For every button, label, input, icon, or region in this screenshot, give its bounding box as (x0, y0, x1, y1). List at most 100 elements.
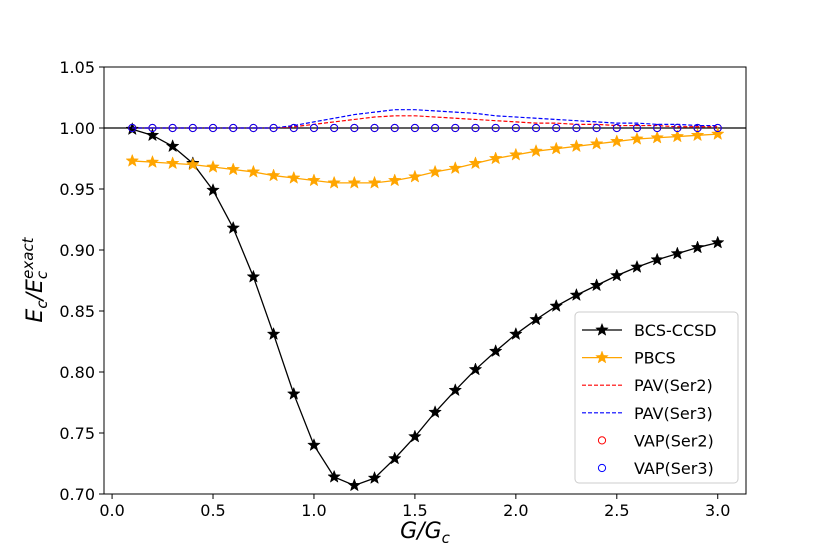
data-point-bcs-ccsd-13 (387, 451, 402, 465)
series-vap-ser3 (128, 123, 722, 133)
legend-item-pav-ser2: PAV(Ser2) (582, 376, 713, 395)
data-point-pbcs-25 (630, 131, 644, 145)
data-point-pbcs-29 (710, 126, 725, 140)
legend-item-vap-ser3: VAP(Ser3) (597, 459, 714, 478)
x-tick-label: 0.0 (99, 501, 124, 520)
data-point-pbcs-18 (488, 151, 503, 165)
data-point-pbcs-23 (589, 136, 604, 150)
data-point-bcs-ccsd-17 (468, 362, 483, 376)
data-point-bcs-ccsd-9 (307, 437, 321, 452)
data-point-bcs-ccsd-12 (367, 470, 382, 484)
data-point-pbcs-26 (650, 130, 665, 144)
data-point-bcs-ccsd-6 (246, 269, 261, 283)
data-point-vap-ser3-2 (168, 123, 177, 133)
data-point-vap-ser3-25 (632, 123, 642, 133)
y-tick-label: 1.05 (59, 58, 95, 77)
data-point-bcs-ccsd-2 (165, 139, 180, 153)
data-point-bcs-ccsd-14 (408, 429, 422, 443)
series-pav-ser2 (132, 115, 718, 129)
data-point-pbcs-4 (206, 159, 220, 173)
data-point-vap-ser3-21 (552, 123, 561, 133)
data-point-bcs-ccsd-10 (327, 469, 342, 483)
series-group (125, 109, 725, 492)
legend-marker-bcs-ccsd (595, 322, 609, 336)
legend-label-vap-ser3: VAP(Ser3) (634, 459, 714, 478)
data-point-bcs-ccsd-19 (508, 326, 523, 341)
data-point-pbcs-11 (347, 175, 362, 189)
data-point-bcs-ccsd-8 (286, 386, 301, 400)
data-point-bcs-ccsd-26 (650, 252, 665, 266)
data-point-vap-ser3-11 (350, 123, 359, 133)
data-point-pbcs-1 (145, 154, 160, 168)
data-point-vap-ser3-24 (612, 123, 621, 133)
data-point-bcs-ccsd-23 (589, 278, 604, 292)
legend-label-bcs-ccsd: BCS-CCSD (634, 321, 717, 340)
y-tick-label: 0.85 (59, 302, 95, 321)
x-tick-label: 2.0 (503, 501, 528, 520)
x-axis-label: G/Gc (400, 519, 451, 547)
data-point-vap-ser3-8 (289, 123, 298, 133)
data-point-pbcs-15 (428, 164, 442, 178)
data-point-bcs-ccsd-18 (488, 344, 503, 358)
data-point-bcs-ccsd-22 (569, 287, 584, 301)
y-tick-label: 0.70 (59, 485, 95, 504)
data-point-bcs-ccsd-11 (347, 478, 362, 492)
series-line-pav-ser2 (132, 115, 718, 129)
data-point-vap-ser3-19 (511, 123, 520, 133)
data-point-vap-ser3-5 (229, 123, 238, 133)
legend: BCS-CCSD PBCS PAV(Ser2) PAV(Ser3) VAP(Ser2) V… (574, 311, 739, 484)
data-point-vap-ser3-7 (269, 123, 278, 133)
data-point-vap-ser3-26 (653, 123, 662, 133)
data-point-bcs-ccsd-1 (145, 128, 160, 142)
x-axis: 0.0 0.5 1.0 1.5 2.0 2.5 3.0 (99, 494, 730, 520)
legend-label-pav-ser2: PAV(Ser2) (634, 376, 713, 395)
data-point-vap-ser3-27 (673, 123, 682, 133)
data-point-vap-ser3-1 (148, 123, 157, 133)
data-point-pbcs-13 (387, 173, 402, 187)
data-point-vap-ser3-22 (572, 123, 581, 133)
data-point-vap-ser3-20 (531, 123, 541, 133)
data-point-pbcs-28 (690, 128, 705, 142)
data-point-pbcs-0 (125, 153, 140, 167)
data-point-bcs-ccsd-5 (226, 220, 241, 234)
legend-item-bcs-ccsd: BCS-CCSD (582, 321, 717, 340)
x-tick-label: 3.0 (705, 501, 730, 520)
data-point-pbcs-22 (569, 139, 584, 153)
data-point-vap-ser3-18 (491, 123, 500, 133)
plot-frame (103, 66, 747, 495)
data-point-bcs-ccsd-27 (670, 246, 685, 260)
y-tick-label: 0.90 (59, 241, 95, 260)
legend-label-pbcs: PBCS (634, 349, 676, 368)
x-tick-label: 0.5 (200, 501, 225, 520)
data-point-vap-ser3-6 (249, 123, 258, 133)
legend-marker-pbcs (595, 350, 609, 364)
data-point-bcs-ccsd-16 (448, 383, 463, 397)
legend-marker-vap-ser3 (597, 463, 607, 473)
data-point-vap-ser3-4 (208, 123, 218, 133)
data-point-pbcs-19 (508, 147, 523, 161)
data-point-bcs-ccsd-28 (690, 240, 705, 254)
series-pbcs (125, 126, 725, 189)
data-point-bcs-ccsd-15 (428, 405, 442, 419)
data-point-pbcs-5 (226, 162, 241, 176)
data-point-pbcs-24 (609, 134, 624, 148)
data-point-vap-ser3-13 (390, 123, 399, 133)
data-point-vap-ser3-28 (693, 123, 702, 133)
series-line-pbcs (132, 133, 718, 184)
data-point-bcs-ccsd-24 (609, 268, 624, 282)
y-tick-label: 0.80 (59, 363, 95, 382)
legend-label-vap-ser2: VAP(Ser2) (634, 431, 714, 450)
legend-item-pav-ser3: PAV(Ser3) (582, 404, 713, 423)
data-point-bcs-ccsd-7 (266, 326, 281, 341)
y-axis: 0.70 0.75 0.80 0.85 0.90 0.95 1.00 1.05 (59, 58, 104, 504)
data-point-vap-ser3-17 (471, 123, 480, 133)
data-point-bcs-ccsd-20 (529, 312, 543, 326)
data-point-pbcs-7 (266, 168, 281, 182)
x-tick-label: 1.5 (402, 501, 427, 520)
x-tick-label: 1.0 (301, 501, 326, 520)
data-point-vap-ser3-10 (330, 123, 339, 133)
data-point-vap-ser3-12 (370, 123, 379, 133)
y-axis-label: Ec/Ecexact (19, 236, 51, 322)
data-point-vap-ser3-9 (309, 123, 319, 133)
